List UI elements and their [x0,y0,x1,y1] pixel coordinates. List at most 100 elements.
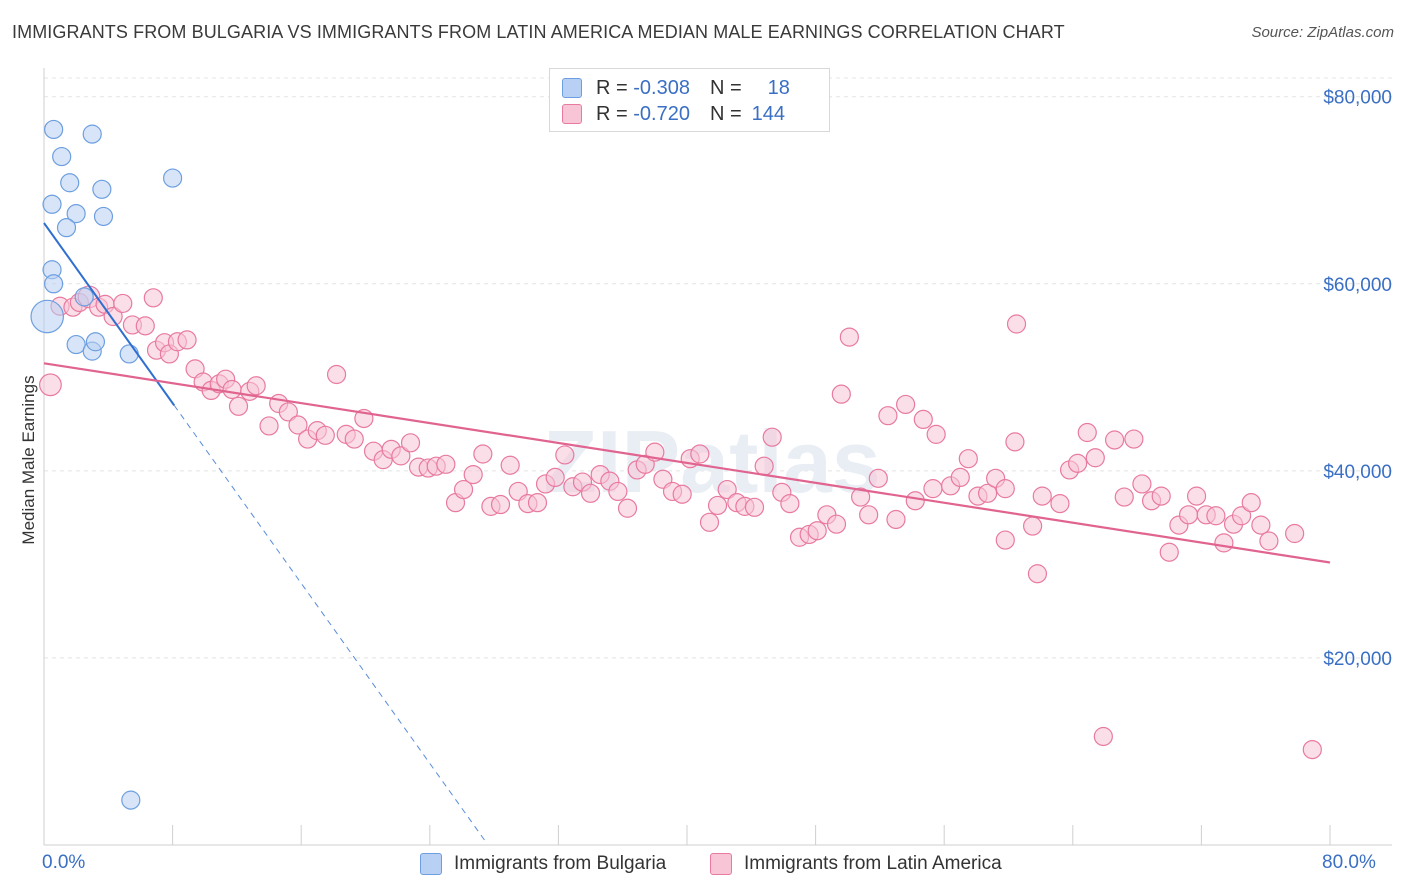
latin-america-point [926,424,946,444]
latin-america-point [1085,448,1105,468]
latin-america-point [1050,493,1070,514]
latin-america-point [826,514,847,534]
latin-america-point [859,505,879,525]
axis-layer: $20,000 $40,000 $60,000 $80,000 [43,68,1392,846]
bulgaria-points [30,119,183,810]
bulgaria-point [42,194,62,214]
source-label: Source: ZipAtlas.com [1251,24,1394,41]
latin-america-point [228,396,249,416]
legend-n-label: N = [709,76,742,99]
bulgaria-point [52,146,72,167]
latin-america-point [1251,515,1271,535]
bulgaria-point [92,179,112,199]
grid-layer [44,77,1392,659]
latin-america-point [1178,505,1199,525]
bulgaria-point [66,334,86,355]
latin-america-point [1285,523,1305,544]
latin-america-point [1006,314,1027,334]
bulgaria-point [44,119,64,140]
latin-america-point [1206,506,1226,526]
legend-n-label: N = [709,102,742,125]
bulgaria-point [93,206,114,227]
latin-america-point [473,444,493,464]
legend-r-label: R = [596,102,628,125]
latin-america-point [886,509,906,530]
latin-america-point [1159,542,1179,562]
latin-america-point [1132,474,1152,494]
latin-america-point [905,491,925,511]
latin-america-point [580,483,601,503]
y-tick-label: $40,000 [1323,462,1392,483]
bulgaria-trend-extension [173,405,487,843]
latin-america-point [555,445,575,465]
x-tick-label-min: 0.0% [42,852,86,873]
latin-america-point [1151,486,1171,506]
latin-america-point [1302,739,1322,760]
bulgaria-point [85,332,106,352]
latin-america-point [1027,564,1048,584]
latin-america-point [923,479,943,499]
latin-america-point [315,425,335,445]
legend-r-value: -0.720 [633,102,690,125]
bulgaria-point [163,168,183,188]
latin-america-point [490,494,511,515]
latin-america-point [1259,531,1279,551]
bulgaria-point [30,299,65,334]
latin-america-point [436,454,456,474]
latin-america-point [896,394,916,415]
latin-america-point [878,406,898,426]
stats-legend: R = -0.308 N = 18 R = -0.720 N = 144 [549,68,830,132]
latin-america-point [113,293,133,314]
latin-america-point [958,449,978,469]
latin-america-point [839,327,859,347]
latin-america-point [326,364,347,385]
legend-n-value: 144 [751,102,786,125]
y-axis-label: Median Male Earnings [19,375,38,545]
legend-r-value: -0.308 [633,76,690,99]
latin-america-point [1104,430,1125,450]
latin-america-point [717,479,737,500]
latin-america-point [288,415,308,435]
bulgaria-point [119,344,139,364]
latin-america-point [500,455,520,475]
latin-america-point [744,497,765,517]
latin-america-point [143,288,163,308]
latin-america-point [278,402,298,422]
latin-america-point [1114,487,1134,507]
bottom-legend-bulgaria: Immigrants from Bulgaria [420,852,666,876]
latin-america-point [851,487,871,507]
bottom-legend-swatch-pink [710,853,732,875]
bottom-legend-label-bulgaria: Immigrants from Bulgaria [454,853,667,874]
latin-america-point [1068,453,1088,473]
latin-america-point [1093,726,1113,747]
y-tick-label: $60,000 [1323,275,1392,296]
legend-row-bulgaria: R = -0.308 N = 18 [562,75,790,101]
latin-america-point [1077,422,1097,443]
latin-america-point [1005,432,1025,452]
latin-america-point [868,468,888,488]
y-axis-label-wrap: Median Male Earnings [14,330,44,590]
bulgaria-trend-line [43,222,176,406]
latin-america-trend-line [43,362,1331,564]
latin-america-point [690,444,710,464]
bottom-legend-latin-america: Immigrants from Latin America [710,852,1002,876]
latin-america-point [780,493,800,514]
latin-america-point [699,512,720,532]
legend-swatch-pink [562,104,582,124]
latin-america-point [391,446,411,466]
latin-america-point [463,464,483,485]
chart-title: IMMIGRANTS FROM BULGARIA VS IMMIGRANTS F… [12,22,1065,42]
latin-america-point [1231,506,1252,526]
y-tick-label: $20,000 [1323,649,1392,670]
latin-america-point [754,456,774,476]
legend-r-label: R = [596,76,628,99]
latin-america-point [222,379,242,400]
latin-america-point [135,316,155,336]
latin-america-point [39,373,62,397]
latin-america-point [453,479,474,500]
x-tick-label-max: 80.0% [1322,852,1376,873]
latin-america-points [39,285,1322,760]
bulgaria-point [44,274,64,294]
latin-america-point [978,483,998,503]
